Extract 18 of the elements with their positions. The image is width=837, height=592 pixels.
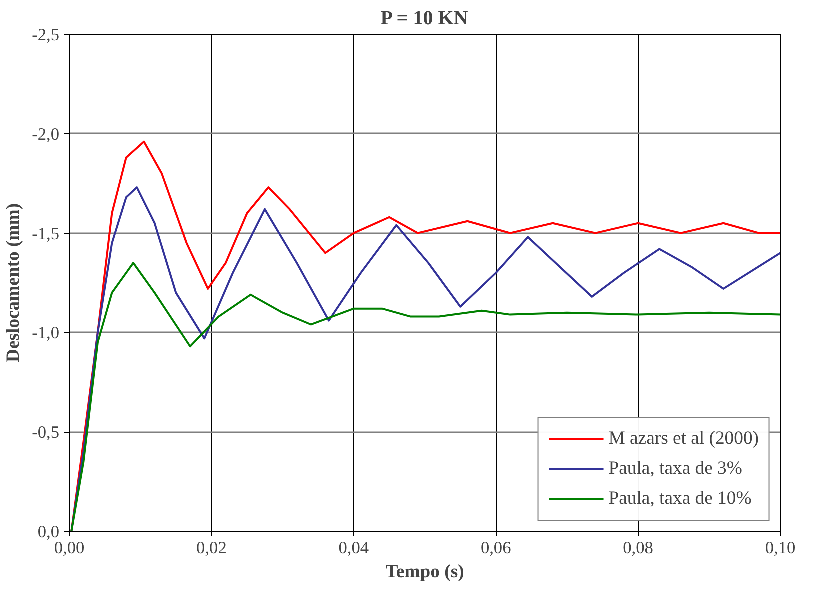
y-tick-label: -1,5 <box>32 224 60 244</box>
x-tick-label: 0,02 <box>196 538 227 558</box>
y-tick-label: -2,5 <box>32 26 60 44</box>
chart-title: P = 10 KN <box>380 8 469 30</box>
y-tick-label: 0,0 <box>38 522 60 542</box>
x-tick-label: 0,10 <box>765 538 796 558</box>
legend-label: Paula, taxa de 3% <box>608 458 742 480</box>
y-axis-title: Deslocamento (mm) <box>3 203 24 363</box>
y-tick-label: -2,0 <box>32 124 60 144</box>
x-tick-label: 0,04 <box>338 538 370 558</box>
x-axis-title: Tempo (s) <box>386 562 464 582</box>
legend-label: Paula, taxa de 10% <box>608 488 752 510</box>
x-tick-label: 0,06 <box>480 538 512 558</box>
y-tick-label: -1,0 <box>32 324 60 343</box>
y-tick-label: -0,5 <box>32 423 60 442</box>
x-tick-label: 0,00 <box>54 538 85 558</box>
x-tick-label: 0,08 <box>623 538 654 558</box>
legend-label: M azars et al (2000) <box>608 428 759 450</box>
